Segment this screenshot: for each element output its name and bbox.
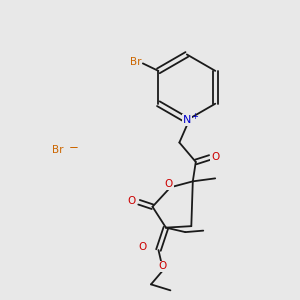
Text: −: − bbox=[69, 141, 79, 154]
Text: O: O bbox=[211, 152, 219, 163]
Text: +: + bbox=[191, 112, 198, 121]
Text: O: O bbox=[128, 196, 136, 206]
Text: Br: Br bbox=[52, 145, 63, 155]
Text: O: O bbox=[165, 179, 173, 189]
Text: N: N bbox=[183, 115, 191, 125]
Text: O: O bbox=[159, 262, 167, 272]
Text: O: O bbox=[138, 242, 146, 252]
Text: Br: Br bbox=[130, 57, 142, 67]
